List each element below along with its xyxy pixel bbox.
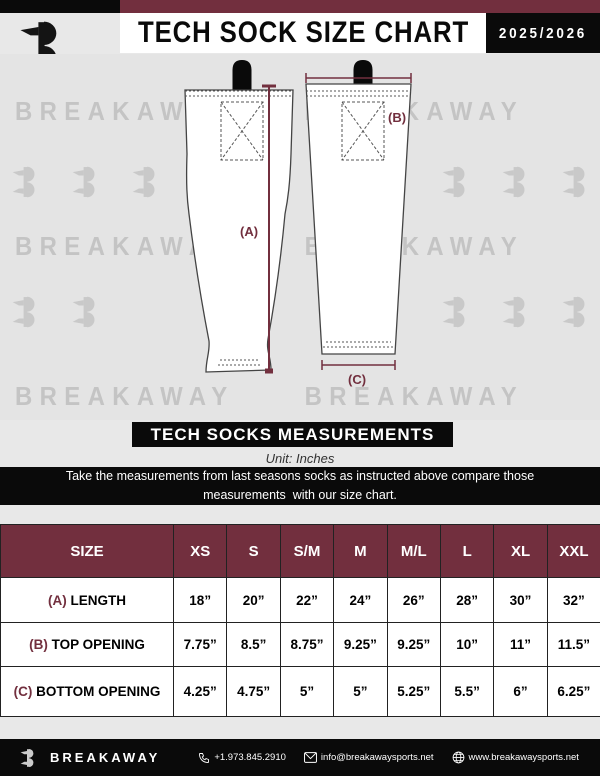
svg-text:(A): (A) (240, 224, 258, 239)
svg-text:(C): (C) (348, 372, 366, 387)
svg-text:(B): (B) (388, 110, 406, 125)
